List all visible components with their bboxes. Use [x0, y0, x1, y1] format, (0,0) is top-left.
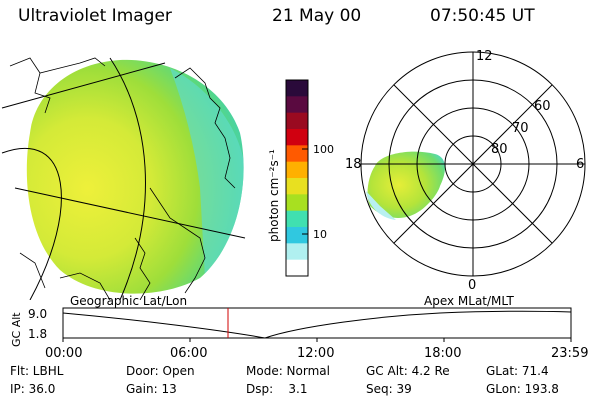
- colorbar-tick-label-10: 10: [313, 228, 327, 241]
- colorbar-band: [286, 145, 308, 163]
- lat-label-80: 80: [491, 142, 508, 157]
- info-gc-alt: GC Alt: 4.2 Re: [366, 364, 450, 378]
- x-tick-2359: 23:59: [551, 346, 588, 361]
- colorbar-band: [286, 210, 308, 228]
- polar-grid: [360, 51, 586, 277]
- altitude-curve: [62, 310, 572, 339]
- instrument-title: Ultraviolet Imager: [18, 6, 172, 26]
- mlt-label-0: 0: [468, 278, 476, 293]
- info-gain: Gain: 13: [126, 382, 177, 396]
- time-label: 07:50:45 UT: [430, 6, 535, 26]
- info-mode: Mode: Normal: [246, 364, 330, 378]
- colorbar-stack: [286, 80, 308, 277]
- info-glat: GLat: 71.4: [486, 364, 549, 378]
- polar-plot: 12 6 0 18 60 70 80: [345, 49, 586, 293]
- colorbar-unit-label: photon cm⁻²s⁻¹: [267, 149, 281, 242]
- coastlines: [9, 57, 236, 300]
- timeline-y-axis-label: GC Alt: [10, 312, 23, 347]
- colorbar-band: [286, 243, 308, 261]
- colorbar: 100 10 photon cm⁻²s⁻¹: [267, 79, 334, 277]
- colorbar-band: [286, 80, 308, 97]
- info-ip: IP: 36.0: [10, 382, 56, 396]
- info-seq: Seq: 39: [366, 382, 412, 396]
- info-filter: Flt: LBHL: [10, 364, 64, 378]
- geographic-image: [1, 57, 246, 300]
- mlt-label-6: 6: [576, 157, 584, 172]
- mlt-label-18: 18: [345, 157, 362, 172]
- info-dsp: Dsp: 3.1: [246, 382, 308, 396]
- colorbar-band: [286, 194, 308, 212]
- colorbar-band: [286, 161, 308, 179]
- polar-aurora-oval: [367, 151, 445, 218]
- x-tick-0000: 00:00: [45, 346, 82, 361]
- colorbar-border: [285, 79, 309, 277]
- x-tick-1800: 18:00: [424, 346, 461, 361]
- info-glon: GLon: 193.8: [486, 382, 559, 396]
- colorbar-band: [286, 96, 308, 114]
- colorbar-band: [286, 259, 308, 277]
- geo-grid: [1, 57, 246, 300]
- x-tick-0600: 06:00: [170, 346, 207, 361]
- timeline-y-tick-1-8: 1.8: [28, 327, 47, 341]
- colorbar-band: [286, 178, 308, 195]
- colorbar-tick-label-100: 100: [313, 143, 334, 156]
- lat-label-70: 70: [512, 121, 529, 136]
- colorbar-band: [286, 112, 308, 130]
- x-tick-1200: 12:00: [297, 346, 334, 361]
- timeline-left-title: Geographic Lat/Lon: [70, 294, 188, 308]
- date-label: 21 May 00: [272, 6, 362, 26]
- mlt-label-12: 12: [476, 49, 493, 64]
- colorbar-band: [286, 129, 308, 146]
- timeline-frame: [62, 307, 572, 339]
- polar-aurora-cyan-edge: [366, 191, 396, 220]
- timeline-right-title: Apex MLat/MLT: [424, 294, 514, 308]
- colorbar-band: [286, 227, 308, 244]
- timeline-plot: GC Alt 9.0 1.8 00:00 06:00 12:00 18:00 2…: [10, 307, 588, 361]
- timeline-y-tick-9: 9.0: [28, 307, 47, 321]
- lat-label-60: 60: [534, 99, 551, 114]
- timeline-x-ticks: [62, 338, 572, 342]
- geo-cyan-edge: [170, 68, 244, 278]
- info-door: Door: Open: [126, 364, 195, 378]
